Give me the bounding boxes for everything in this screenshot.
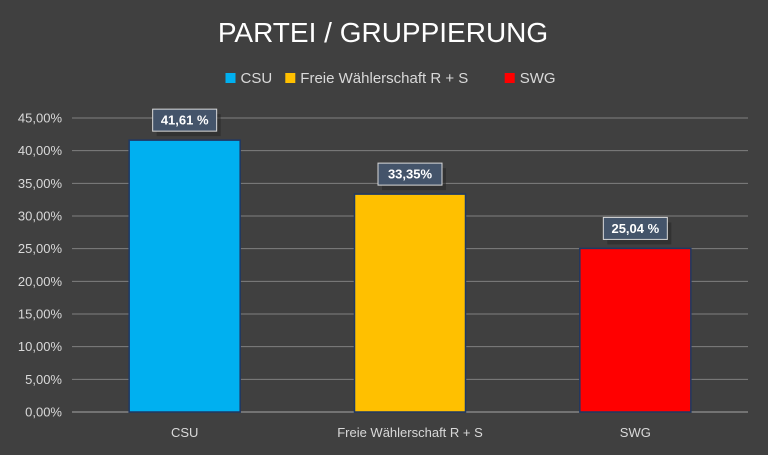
legend-swatch xyxy=(504,73,515,83)
data-label-box xyxy=(602,216,668,240)
x-category-label: SWG xyxy=(620,425,651,440)
bar-2 xyxy=(353,193,467,413)
y-tick-label: 0,00% xyxy=(25,405,62,420)
x-category-label: CSU xyxy=(171,425,198,440)
y-tick-label: 20,00% xyxy=(18,274,63,289)
legend: CSU Freie Wählerschaft R + S SWG xyxy=(225,70,556,87)
bar-3 xyxy=(579,247,692,413)
bar-1 xyxy=(128,139,241,413)
y-tick-label: 25,00% xyxy=(18,241,63,256)
data-label: 41,61 % xyxy=(161,113,209,128)
legend-label: CSU xyxy=(241,70,273,87)
legend-label: Freie Wählerschaft R + S xyxy=(300,70,468,87)
legend-label: SWG xyxy=(520,70,556,87)
y-tick-label: 5,00% xyxy=(25,372,62,387)
data-label: 25,04 % xyxy=(611,221,659,236)
y-axis-tick-labels: 0,00% 5,00% 10,00% 15,00% 20,00% 25,00% 30,00%… xyxy=(18,111,63,420)
y-tick-label: 30,00% xyxy=(18,209,63,224)
data-labels: 41,61 % 33,35% 25,04 % xyxy=(152,108,672,245)
legend-swatch xyxy=(225,73,236,83)
y-tick-label: 45,00% xyxy=(18,111,63,126)
chart-title: PARTEI / GRUPPIERUNG xyxy=(218,17,548,48)
bars xyxy=(128,139,692,413)
y-tick-label: 35,00% xyxy=(18,176,63,191)
x-category-label: Freie Wählerschaft R + S xyxy=(337,425,483,440)
y-tick-label: 10,00% xyxy=(18,339,63,354)
data-label-box xyxy=(152,108,218,132)
legend-swatch xyxy=(285,73,296,83)
data-label-box xyxy=(377,162,443,186)
x-axis-category-labels: CSU Freie Wählerschaft R + S SWG xyxy=(171,425,651,440)
data-label: 33,35% xyxy=(388,167,433,182)
y-tick-label: 15,00% xyxy=(18,307,63,322)
y-tick-label: 40,00% xyxy=(18,143,63,158)
